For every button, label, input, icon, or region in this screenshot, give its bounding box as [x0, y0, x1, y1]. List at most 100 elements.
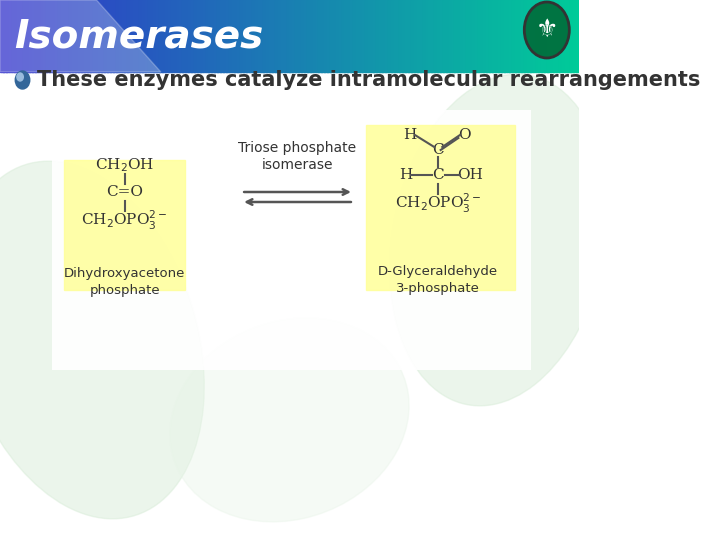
Bar [507, 0, 510, 72]
Bar [405, 0, 409, 72]
Bar [312, 0, 316, 72]
Bar [423, 0, 426, 72]
Text: H: H [400, 168, 413, 182]
Bar [208, 0, 212, 72]
Bar [377, 0, 380, 72]
Bar [371, 0, 374, 72]
Bar [553, 0, 557, 72]
Bar [541, 0, 545, 72]
Ellipse shape [170, 318, 409, 522]
Bar [266, 0, 270, 72]
Bar [235, 0, 238, 72]
Bar [359, 0, 363, 72]
Bar [495, 0, 499, 72]
Bar [145, 0, 148, 72]
Bar [327, 0, 330, 72]
Bar [261, 0, 264, 72]
Bar [194, 0, 198, 72]
Text: C=O: C=O [106, 185, 143, 199]
Bar [281, 0, 284, 72]
Bar [255, 0, 258, 72]
Text: Dihydroxyacetone
phosphate: Dihydroxyacetone phosphate [64, 267, 185, 297]
Text: CH$_2$OH: CH$_2$OH [95, 156, 154, 174]
Bar [17, 0, 21, 72]
Bar [150, 0, 154, 72]
Bar [301, 0, 305, 72]
Bar [567, 0, 571, 72]
Bar [536, 0, 539, 72]
Text: C: C [433, 143, 444, 157]
Bar [269, 0, 273, 72]
Bar [368, 0, 372, 72]
Bar [469, 0, 472, 72]
Bar [168, 0, 171, 72]
Bar [63, 0, 68, 72]
Bar [310, 0, 313, 72]
Bar [20, 0, 24, 72]
Bar [12, 0, 15, 72]
Bar [417, 0, 420, 72]
Bar [321, 0, 325, 72]
Bar [559, 0, 562, 72]
Bar [84, 0, 88, 72]
Bar [64, 160, 185, 290]
Bar [437, 0, 441, 72]
Bar [411, 0, 415, 72]
Bar [524, 0, 528, 72]
Bar [6, 0, 9, 72]
Bar [414, 0, 418, 72]
Bar [347, 0, 351, 72]
Bar [40, 0, 44, 72]
Bar [533, 0, 536, 72]
Text: C: C [433, 168, 444, 182]
Bar [382, 0, 386, 72]
Bar [489, 0, 493, 72]
Bar [110, 0, 114, 72]
Bar [174, 0, 177, 72]
Bar [431, 0, 435, 72]
Bar [90, 0, 94, 72]
Text: Triose phosphate
isomerase: Triose phosphate isomerase [238, 141, 356, 172]
Bar [547, 0, 551, 72]
Bar [516, 0, 519, 72]
Bar [298, 0, 302, 72]
Bar [252, 0, 256, 72]
Bar [451, 0, 455, 72]
Bar [466, 0, 469, 72]
Bar [217, 0, 221, 72]
Text: ⚜: ⚜ [536, 18, 558, 42]
Bar [119, 0, 122, 72]
Bar [344, 0, 348, 72]
Bar [46, 0, 50, 72]
Bar [14, 0, 18, 72]
Bar [366, 125, 515, 290]
Bar [434, 0, 438, 72]
Bar [472, 0, 476, 72]
Bar [449, 0, 452, 72]
Bar [287, 0, 290, 72]
Bar [477, 0, 482, 72]
Bar [55, 0, 59, 72]
Bar [428, 0, 432, 72]
Bar [513, 0, 516, 72]
Bar [460, 0, 464, 72]
Circle shape [15, 71, 30, 89]
Bar [426, 0, 429, 72]
Bar [420, 0, 423, 72]
Bar [391, 0, 395, 72]
Ellipse shape [0, 161, 204, 519]
Bar [113, 0, 117, 72]
Bar [179, 0, 183, 72]
Bar [199, 0, 204, 72]
Bar [81, 0, 85, 72]
Bar [43, 0, 47, 72]
Bar [556, 0, 559, 72]
Bar [498, 0, 502, 72]
Bar [53, 110, 531, 370]
Bar [60, 0, 65, 72]
Bar [400, 0, 403, 72]
Bar [562, 0, 565, 72]
Bar [295, 0, 299, 72]
Bar [501, 0, 505, 72]
Bar [341, 0, 346, 72]
